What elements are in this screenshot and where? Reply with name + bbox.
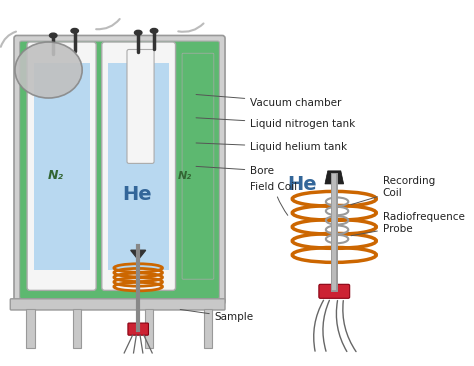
Ellipse shape: [150, 29, 158, 33]
Ellipse shape: [49, 33, 57, 38]
Bar: [73, 309, 81, 348]
FancyBboxPatch shape: [102, 42, 175, 290]
FancyBboxPatch shape: [128, 323, 148, 335]
Text: N₂: N₂: [178, 171, 192, 180]
Bar: [109, 270, 169, 283]
Bar: [26, 309, 35, 348]
Text: Radiofrequence
Probe: Radiofrequence Probe: [351, 212, 465, 236]
Text: Bore: Bore: [196, 166, 274, 176]
FancyBboxPatch shape: [319, 284, 350, 298]
Ellipse shape: [71, 29, 78, 33]
Bar: [203, 309, 212, 348]
FancyBboxPatch shape: [10, 299, 225, 310]
Text: Liquid nitrogen tank: Liquid nitrogen tank: [196, 118, 356, 129]
Text: He: He: [287, 175, 317, 194]
Text: Sample: Sample: [180, 309, 254, 322]
Polygon shape: [131, 250, 146, 259]
FancyBboxPatch shape: [27, 42, 96, 290]
Polygon shape: [325, 171, 344, 184]
Text: He: He: [122, 185, 152, 204]
FancyBboxPatch shape: [127, 49, 154, 163]
Bar: [34, 270, 90, 283]
Bar: [109, 63, 169, 283]
Text: Liquid helium tank: Liquid helium tank: [196, 142, 347, 152]
FancyBboxPatch shape: [14, 36, 225, 305]
FancyBboxPatch shape: [19, 41, 219, 299]
Text: Vacuum chamber: Vacuum chamber: [196, 94, 342, 108]
Text: Field Coil: Field Coil: [250, 182, 297, 215]
Text: Recording
Coil: Recording Coil: [351, 176, 435, 205]
Bar: [145, 309, 153, 348]
Bar: [34, 63, 90, 283]
Text: N₂: N₂: [48, 169, 64, 182]
Ellipse shape: [135, 30, 142, 35]
FancyBboxPatch shape: [182, 53, 214, 279]
Ellipse shape: [15, 42, 82, 98]
